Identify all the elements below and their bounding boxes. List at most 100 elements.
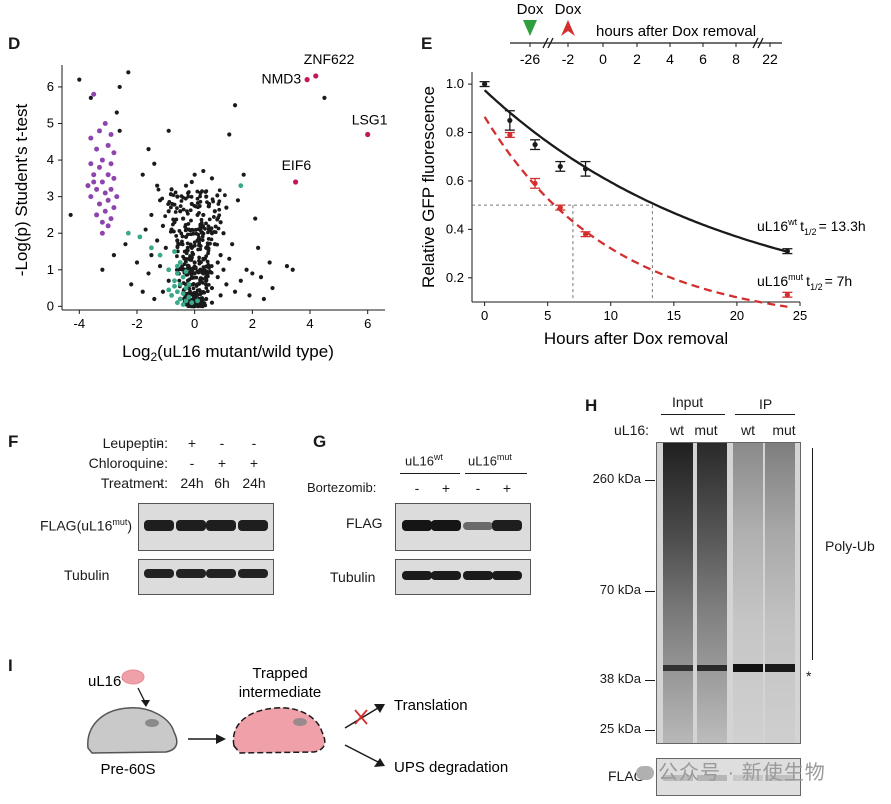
volcano-point bbox=[192, 264, 197, 269]
volcano-point-teal bbox=[174, 289, 180, 295]
volcano-point bbox=[241, 172, 246, 177]
treatment-value: - bbox=[251, 435, 257, 451]
volcano-y-tick-label: 5 bbox=[47, 116, 54, 131]
volcano-point-purple bbox=[105, 172, 111, 178]
volcano-point-purple bbox=[96, 201, 102, 207]
lane-label-h: mut bbox=[772, 422, 796, 438]
volcano-point bbox=[183, 224, 188, 229]
volcano-point bbox=[186, 190, 190, 195]
volcano-point-purple bbox=[108, 186, 114, 192]
volcano-point-purple bbox=[99, 179, 105, 185]
volcano-point bbox=[195, 201, 200, 205]
volcano-point-purple bbox=[94, 146, 100, 152]
volcano-point-teal bbox=[195, 298, 200, 304]
volcano-point bbox=[178, 204, 183, 209]
bortezomib-value: + bbox=[502, 480, 512, 496]
volcano-point bbox=[191, 231, 195, 236]
tubulin-band-g bbox=[463, 571, 493, 580]
flag-label-g: FLAG bbox=[346, 515, 383, 531]
volcano-point bbox=[189, 218, 193, 223]
data-point bbox=[532, 142, 538, 148]
mw-marker-tick bbox=[645, 480, 655, 481]
volcano-point bbox=[211, 199, 216, 204]
ip-mut-smear bbox=[765, 443, 795, 743]
input-wt-band bbox=[663, 665, 693, 671]
volcano-point bbox=[191, 286, 196, 291]
volcano-point bbox=[213, 230, 218, 235]
highlighted-point bbox=[292, 179, 299, 185]
volcano-point bbox=[270, 285, 275, 291]
volcano-point-teal bbox=[177, 282, 183, 287]
volcano-point bbox=[261, 296, 266, 302]
volcano-point bbox=[207, 217, 212, 222]
volcano-point bbox=[216, 202, 221, 206]
volcano-x-tick-label: -2 bbox=[131, 316, 143, 331]
volcano-point bbox=[192, 271, 197, 276]
volcano-y-tick-label: 3 bbox=[47, 189, 54, 204]
volcano-point-purple bbox=[105, 197, 111, 203]
volcano-point-purple bbox=[94, 212, 100, 218]
bortezomib-label: Bortezomib: bbox=[307, 480, 377, 495]
volcano-point-teal bbox=[125, 230, 131, 236]
volcano-point bbox=[178, 209, 183, 214]
volcano-plot: -4 -2 0 2 4 6 0 1 2 3 4 5 6 -Log(p) Student's t-test… bbox=[12, 51, 388, 364]
treatment-value: - bbox=[157, 455, 163, 471]
volcano-point bbox=[173, 210, 178, 214]
volcano-point bbox=[204, 254, 209, 258]
group-mut-label-g: uL16mut bbox=[468, 452, 512, 469]
volcano-point bbox=[68, 212, 73, 218]
treatment-value: + bbox=[187, 435, 197, 451]
volcano-point bbox=[192, 275, 196, 280]
treatment-value: - bbox=[219, 435, 225, 451]
volcano-point bbox=[180, 234, 185, 239]
timeline-tick-label: 2 bbox=[633, 51, 641, 67]
volcano-point bbox=[186, 194, 191, 199]
volcano-point-purple bbox=[96, 164, 102, 170]
timeline-dox2: Dox bbox=[555, 1, 582, 18]
volcano-point-teal bbox=[169, 292, 174, 298]
binding-arrow-head-icon bbox=[141, 700, 150, 707]
volcano-point bbox=[140, 289, 145, 294]
treatment-row-label: Chloroquine: bbox=[88, 455, 168, 471]
volcano-point bbox=[209, 300, 215, 305]
volcano-point-purple bbox=[111, 150, 117, 156]
volcano-point bbox=[195, 304, 200, 308]
data-point bbox=[557, 163, 563, 170]
decay-x-tick-label: 15 bbox=[667, 308, 681, 323]
timeline-caption: hours after Dox removal bbox=[596, 23, 756, 40]
volcano-point bbox=[152, 296, 157, 302]
volcano-point bbox=[189, 201, 194, 207]
treatment-value: 6h bbox=[214, 475, 230, 491]
polyub-bracket bbox=[812, 448, 813, 660]
decay-x-tick-label: 0 bbox=[481, 308, 488, 323]
volcano-point-teal bbox=[149, 245, 154, 251]
treatment-row-label: Treatment: bbox=[100, 475, 168, 491]
volcano-point bbox=[198, 190, 203, 196]
fit-curve bbox=[483, 116, 788, 308]
volcano-point bbox=[197, 204, 202, 208]
bortezomib-value: - bbox=[475, 480, 481, 496]
tubulin-label-g: Tubulin bbox=[330, 569, 376, 585]
volcano-point bbox=[206, 201, 212, 207]
decay-y-tick-label: 1.0 bbox=[446, 76, 464, 91]
volcano-point bbox=[192, 290, 197, 295]
panel-label-f: F bbox=[8, 432, 19, 451]
flag-h-band-3 bbox=[733, 775, 763, 781]
volcano-point bbox=[190, 255, 194, 260]
volcano-y-tick-label: 2 bbox=[47, 225, 54, 240]
volcano-point bbox=[186, 222, 191, 226]
volcano-point bbox=[184, 248, 189, 253]
volcano-point-purple bbox=[102, 121, 108, 127]
volcano-point bbox=[143, 227, 148, 232]
volcano-point bbox=[146, 271, 151, 276]
fit-curve bbox=[483, 89, 788, 253]
volcano-point-teal bbox=[186, 294, 192, 300]
volcano-point bbox=[160, 223, 166, 228]
volcano-point bbox=[222, 193, 227, 198]
timeline-tick-label: -2 bbox=[562, 51, 575, 67]
input-wt-smear bbox=[663, 443, 693, 743]
volcano-y-tick-label: 6 bbox=[47, 79, 54, 94]
intermediate-label-line1: Trapped bbox=[252, 665, 307, 682]
volcano-point bbox=[227, 132, 232, 137]
timeline-tick-label: 8 bbox=[732, 51, 740, 67]
